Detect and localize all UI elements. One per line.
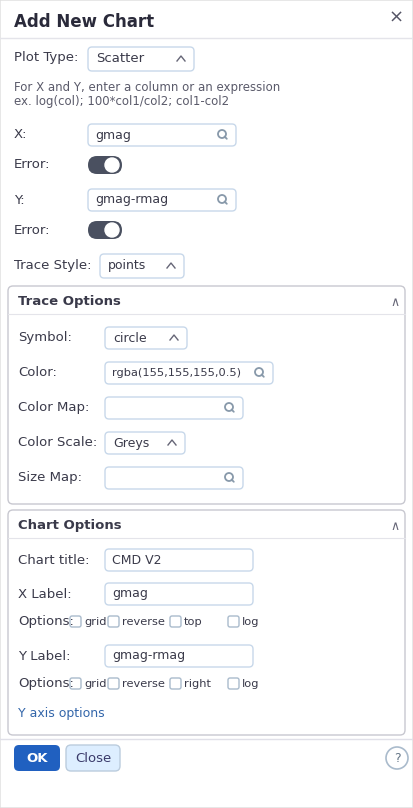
Text: ∧: ∧ (390, 296, 399, 309)
FancyBboxPatch shape (88, 156, 122, 174)
Text: Greys: Greys (113, 436, 149, 449)
FancyBboxPatch shape (8, 510, 405, 735)
FancyBboxPatch shape (105, 327, 187, 349)
FancyBboxPatch shape (105, 467, 243, 489)
Text: log: log (242, 679, 259, 689)
Circle shape (105, 158, 119, 172)
Text: ex. log(col); 100*col1/col2; col1-col2: ex. log(col); 100*col1/col2; col1-col2 (14, 95, 229, 107)
Text: ×: × (389, 9, 404, 27)
Text: Trace Options: Trace Options (18, 296, 121, 309)
Text: Symbol:: Symbol: (18, 331, 72, 344)
FancyBboxPatch shape (108, 616, 119, 627)
Text: CMD V2: CMD V2 (112, 553, 161, 566)
FancyBboxPatch shape (66, 745, 120, 771)
Text: circle: circle (113, 331, 147, 344)
Text: right: right (184, 679, 211, 689)
FancyBboxPatch shape (105, 549, 253, 571)
Text: X:: X: (14, 128, 28, 141)
Text: reverse: reverse (122, 679, 165, 689)
Text: gmag: gmag (112, 587, 148, 600)
FancyBboxPatch shape (170, 616, 181, 627)
Text: Y:: Y: (14, 193, 25, 207)
FancyBboxPatch shape (105, 583, 253, 605)
Text: Error:: Error: (14, 158, 50, 171)
FancyBboxPatch shape (105, 645, 253, 667)
Text: gmag: gmag (95, 128, 131, 141)
Text: Add New Chart: Add New Chart (14, 13, 154, 31)
FancyBboxPatch shape (88, 124, 236, 146)
Text: reverse: reverse (122, 617, 165, 627)
Text: Y axis options: Y axis options (18, 708, 104, 721)
FancyBboxPatch shape (228, 678, 239, 689)
Text: grid: grid (84, 617, 107, 627)
Text: ∧: ∧ (390, 520, 399, 532)
Text: Plot Type:: Plot Type: (14, 52, 78, 65)
Text: Scatter: Scatter (96, 53, 144, 65)
FancyBboxPatch shape (228, 616, 239, 627)
Text: Y Label:: Y Label: (18, 650, 71, 663)
Text: Options:: Options: (18, 616, 74, 629)
FancyBboxPatch shape (100, 254, 184, 278)
Circle shape (105, 223, 119, 237)
Text: Options:: Options: (18, 677, 74, 691)
Text: Trace Style:: Trace Style: (14, 259, 92, 271)
Text: ?: ? (394, 751, 400, 764)
Text: For X and Y, enter a column or an expression: For X and Y, enter a column or an expres… (14, 81, 280, 94)
Text: grid: grid (84, 679, 107, 689)
Text: X Label:: X Label: (18, 587, 71, 600)
FancyBboxPatch shape (14, 745, 60, 771)
FancyBboxPatch shape (108, 678, 119, 689)
Text: Color Map:: Color Map: (18, 402, 89, 415)
FancyBboxPatch shape (88, 189, 236, 211)
Text: Color Scale:: Color Scale: (18, 436, 97, 449)
FancyBboxPatch shape (70, 678, 81, 689)
FancyBboxPatch shape (70, 616, 81, 627)
FancyBboxPatch shape (170, 678, 181, 689)
FancyBboxPatch shape (105, 397, 243, 419)
Text: Error:: Error: (14, 224, 50, 237)
Text: OK: OK (26, 751, 48, 764)
FancyBboxPatch shape (88, 221, 122, 239)
Text: Chart title:: Chart title: (18, 553, 90, 566)
Text: top: top (184, 617, 203, 627)
Text: rgba(155,155,155,0.5): rgba(155,155,155,0.5) (112, 368, 241, 378)
FancyBboxPatch shape (105, 362, 273, 384)
Text: gmag-rmag: gmag-rmag (112, 650, 185, 663)
Text: Size Map:: Size Map: (18, 472, 82, 485)
Text: points: points (108, 259, 146, 272)
FancyBboxPatch shape (8, 286, 405, 504)
Text: Close: Close (75, 751, 111, 764)
Text: Chart Options: Chart Options (18, 520, 121, 532)
Text: log: log (242, 617, 259, 627)
FancyBboxPatch shape (105, 432, 185, 454)
FancyBboxPatch shape (88, 47, 194, 71)
Text: gmag-rmag: gmag-rmag (95, 193, 168, 207)
Text: Color:: Color: (18, 367, 57, 380)
